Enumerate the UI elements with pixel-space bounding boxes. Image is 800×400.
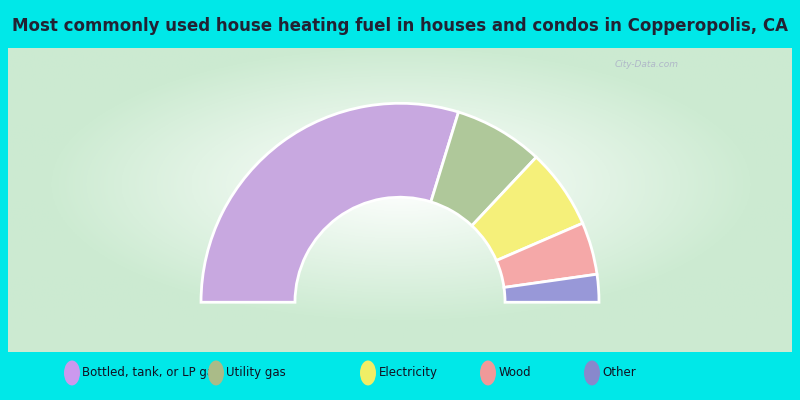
Text: City-Data.com: City-Data.com <box>614 60 678 69</box>
Ellipse shape <box>208 360 224 386</box>
Wedge shape <box>201 103 458 302</box>
Ellipse shape <box>480 360 496 386</box>
Wedge shape <box>431 112 536 226</box>
Text: Most commonly used house heating fuel in houses and condos in Copperopolis, CA: Most commonly used house heating fuel in… <box>12 17 788 35</box>
Text: Electricity: Electricity <box>378 366 438 380</box>
Text: Bottled, tank, or LP gas: Bottled, tank, or LP gas <box>82 366 221 380</box>
Text: Utility gas: Utility gas <box>226 366 286 380</box>
Ellipse shape <box>360 360 376 386</box>
Ellipse shape <box>584 360 600 386</box>
Ellipse shape <box>64 360 80 386</box>
Wedge shape <box>496 223 597 288</box>
Wedge shape <box>504 274 599 302</box>
Text: Other: Other <box>602 366 636 380</box>
Text: Wood: Wood <box>498 366 531 380</box>
Wedge shape <box>472 157 582 260</box>
